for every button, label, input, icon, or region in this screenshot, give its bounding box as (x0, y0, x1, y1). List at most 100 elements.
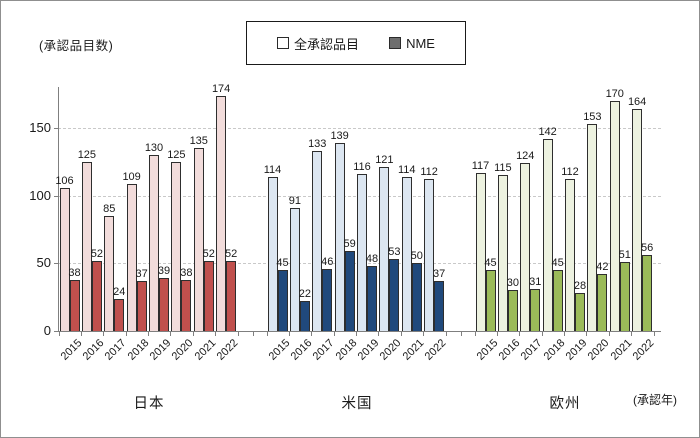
bar-日本-2016-NME (91, 260, 102, 331)
bar-value-label: 45 (551, 257, 564, 270)
bar-日本-2016-全承認品目 (81, 161, 92, 331)
bar-欧州-2021-全承認品目 (609, 100, 620, 331)
bar-日本-2021-NME (203, 260, 214, 331)
bar-value-label: 91 (288, 194, 301, 207)
bar-value-label: 38 (68, 266, 81, 279)
bar-米国-2021-全承認品目 (401, 176, 412, 331)
x-tick-gap (460, 332, 462, 336)
bar-欧州-2022-NME (642, 255, 653, 331)
group-label-日本: 日本 (133, 396, 165, 412)
x-tick (237, 332, 239, 336)
x-tick (333, 332, 335, 336)
bar-value-label: 50 (410, 250, 423, 263)
x-tick (519, 332, 521, 336)
x-tick (653, 332, 655, 336)
x-tick (564, 332, 565, 336)
x-tick (423, 332, 425, 336)
bar-欧州-2015-NME (485, 270, 496, 331)
bar-value-label: 115 (494, 162, 512, 175)
x-tick (125, 332, 127, 336)
bar-value-label: 135 (189, 135, 208, 148)
bar-欧州-2017-全承認品目 (520, 163, 531, 331)
x-tick (356, 332, 357, 336)
x-tick (215, 332, 217, 336)
bar-value-label: 51 (618, 248, 631, 261)
bar-value-label: 114 (263, 163, 282, 176)
bar-日本-2017-NME (114, 298, 125, 331)
bar-value-label: 153 (583, 110, 602, 123)
legend-label-nme: NME (406, 35, 435, 51)
bar-value-label: 139 (330, 129, 349, 142)
bar-日本-2022-全承認品目 (216, 95, 227, 331)
bar-米国-2018-NME (344, 251, 355, 331)
nme-legend-swatch-icon (389, 37, 402, 49)
x-tick (148, 332, 149, 336)
bar-米国-2016-NME (299, 301, 310, 331)
bar-欧州-2015-全承認品目 (475, 172, 486, 331)
bar-日本-2021-全承認品目 (193, 148, 204, 331)
x-tick (586, 332, 588, 336)
x-axis-unit-label: (承認年) (633, 393, 677, 407)
bar-米国-2018-全承認品目 (334, 142, 345, 331)
bar-value-label: 133 (308, 138, 327, 151)
gridline-150 (58, 128, 661, 129)
x-tick (378, 332, 380, 336)
legend-label-all-approvals: 全承認品目 (294, 36, 360, 52)
bar-value-label: 170 (605, 87, 624, 100)
bar-value-label: 22 (298, 288, 311, 301)
bar-value-label: 39 (157, 265, 171, 278)
bar-欧州-2018-NME (552, 270, 563, 331)
x-tick (58, 332, 60, 336)
y-tick-label-100: 100 (29, 187, 51, 203)
bar-欧州-2021-NME (619, 261, 630, 331)
bar-value-label: 24 (113, 285, 126, 298)
bar-value-label: 114 (397, 163, 416, 176)
bar-欧州-2017-NME (530, 289, 541, 331)
bar-米国-2019-全承認品目 (357, 174, 367, 331)
x-tick (445, 332, 447, 336)
all-approvals-legend-swatch-icon (277, 37, 290, 49)
bar-米国-2020-全承認品目 (379, 167, 390, 331)
bar-欧州-2022-全承認品目 (632, 109, 643, 331)
y-tick-0 (54, 331, 58, 332)
bar-value-label: 125 (167, 148, 186, 161)
bar-value-label: 45 (484, 257, 497, 270)
bar-米国-2016-全承認品目 (289, 207, 300, 331)
legend-item-nme: NME (389, 36, 435, 51)
bar-value-label: 52 (202, 247, 215, 260)
bar-value-label: 42 (596, 261, 609, 274)
bar-value-label: 116 (353, 161, 371, 174)
bar-value-label: 112 (561, 166, 579, 179)
group-label-欧州: 欧州 (549, 396, 581, 412)
bar-value-label: 37 (433, 267, 446, 280)
bar-欧州-2016-全承認品目 (497, 175, 508, 331)
bar-value-label: 85 (103, 202, 116, 215)
bar-日本-2020-NME (181, 279, 192, 331)
bar-欧州-2020-全承認品目 (587, 123, 598, 331)
x-tick (103, 332, 105, 336)
bar-欧州-2019-全承認品目 (565, 179, 575, 331)
bar-value-label: 142 (538, 125, 557, 138)
x-axis-line (58, 331, 661, 332)
bar-value-label: 30 (506, 277, 519, 290)
x-tick (608, 332, 610, 336)
x-tick (541, 332, 543, 336)
bar-米国-2022-NME (434, 280, 445, 331)
x-tick-gap (252, 332, 254, 336)
bar-米国-2017-NME (322, 268, 333, 331)
bar-日本-2022-NME (226, 260, 237, 331)
bar-value-label: 130 (144, 142, 164, 155)
bar-日本-2015-全承認品目 (59, 187, 70, 331)
bar-欧州-2018-全承認品目 (542, 138, 553, 331)
bar-value-label: 31 (529, 276, 542, 289)
bar-米国-2022-全承認品目 (424, 179, 435, 331)
bar-value-label: 124 (516, 150, 535, 163)
bar-value-label: 106 (55, 174, 74, 187)
bar-value-label: 125 (77, 148, 97, 161)
x-tick (474, 332, 476, 336)
bar-日本-2020-全承認品目 (171, 161, 182, 331)
bar-米国-2017-全承認品目 (312, 151, 323, 331)
y-tick-label-150: 150 (29, 120, 51, 135)
bar-日本-2019-全承認品目 (149, 155, 159, 331)
